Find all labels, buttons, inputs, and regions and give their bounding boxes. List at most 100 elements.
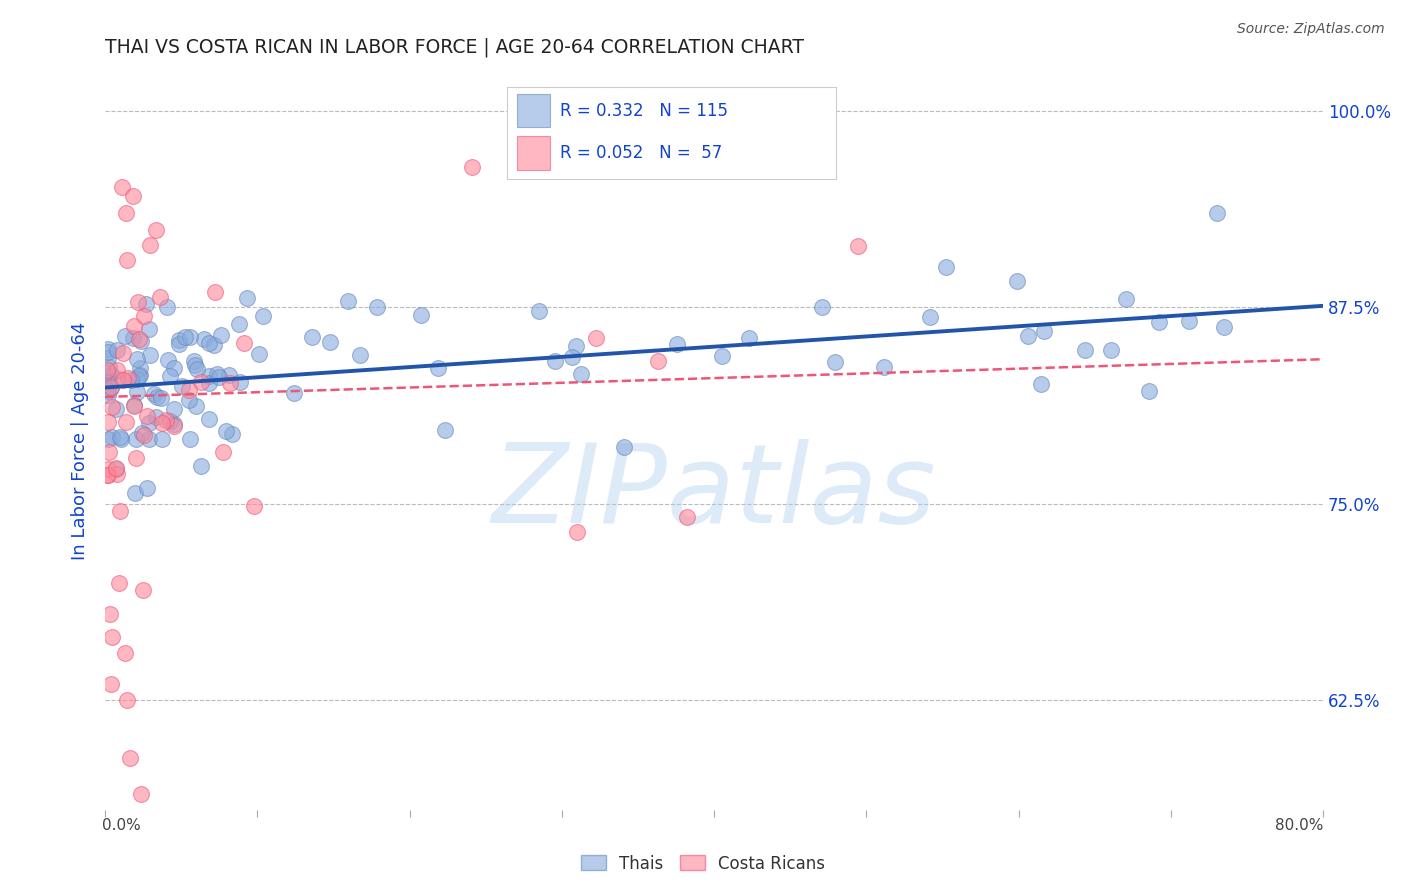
Point xyxy=(211,327,233,342)
Point xyxy=(120,373,142,387)
Point xyxy=(104,461,127,475)
Point xyxy=(433,423,456,437)
Y-axis label: In Labor Force | Age 20-64: In Labor Force | Age 20-64 xyxy=(72,322,89,560)
Point xyxy=(1033,324,1056,338)
Point xyxy=(105,467,128,482)
Point xyxy=(738,331,761,345)
Point xyxy=(179,383,201,397)
Point xyxy=(935,260,957,275)
Point xyxy=(249,347,271,361)
Point xyxy=(97,384,120,398)
Point xyxy=(824,355,846,369)
Point xyxy=(527,304,550,318)
Point xyxy=(97,375,120,389)
Point xyxy=(111,373,134,387)
Point xyxy=(98,445,121,459)
Point xyxy=(110,429,132,443)
Point xyxy=(179,432,201,446)
Point xyxy=(219,376,242,390)
Point xyxy=(409,308,432,322)
Point xyxy=(98,607,121,621)
Point xyxy=(135,409,157,423)
Point xyxy=(105,402,128,417)
Point xyxy=(97,345,120,359)
Point xyxy=(101,630,124,644)
Point xyxy=(1213,319,1236,334)
Point xyxy=(569,367,592,381)
Point xyxy=(228,317,250,331)
Point xyxy=(301,330,323,344)
Point xyxy=(1005,274,1028,288)
Point xyxy=(117,693,139,707)
Point xyxy=(97,432,120,446)
Point xyxy=(585,330,607,344)
Point xyxy=(159,413,181,427)
Point xyxy=(163,402,186,417)
Point xyxy=(1099,343,1122,357)
Point xyxy=(143,386,166,401)
Point xyxy=(183,354,205,368)
Point xyxy=(150,417,173,431)
Point xyxy=(129,368,152,382)
Point xyxy=(122,399,145,413)
Point xyxy=(132,428,155,442)
Text: ZIPatlas: ZIPatlas xyxy=(492,439,936,546)
Text: Source: ZipAtlas.com: Source: ZipAtlas.com xyxy=(1237,22,1385,37)
Point xyxy=(97,343,120,357)
Point xyxy=(665,336,688,351)
Point xyxy=(427,360,450,375)
Point xyxy=(233,336,256,351)
Point xyxy=(150,432,173,446)
Point xyxy=(1029,376,1052,391)
Point xyxy=(122,318,145,333)
Point xyxy=(131,334,153,348)
Point xyxy=(1073,343,1095,358)
Point xyxy=(131,425,153,440)
Point xyxy=(114,415,136,429)
Point xyxy=(1205,206,1227,220)
Point xyxy=(96,468,118,483)
Point xyxy=(163,361,186,376)
Point xyxy=(125,451,148,466)
Point xyxy=(157,353,180,368)
Point xyxy=(811,301,834,315)
Point xyxy=(204,285,226,300)
Point xyxy=(221,427,243,442)
Point xyxy=(544,354,567,368)
Point xyxy=(1137,384,1160,398)
Point xyxy=(111,180,134,194)
Point xyxy=(100,401,122,415)
Point xyxy=(159,369,181,384)
Point xyxy=(127,351,149,366)
Text: 0.0%: 0.0% xyxy=(103,818,141,833)
Point xyxy=(190,458,212,473)
Point xyxy=(461,160,484,174)
Point xyxy=(540,136,562,150)
Point xyxy=(613,440,636,454)
Point xyxy=(97,359,120,374)
Point xyxy=(97,415,120,429)
Point xyxy=(561,350,583,364)
Legend: Thais, Costa Ricans: Thais, Costa Ricans xyxy=(574,848,832,880)
Point xyxy=(97,388,120,402)
Point xyxy=(138,322,160,336)
Point xyxy=(1147,315,1170,329)
Point xyxy=(676,510,699,524)
Point xyxy=(108,504,131,518)
Point xyxy=(205,367,228,381)
Point xyxy=(173,330,195,344)
Point xyxy=(190,375,212,389)
Point xyxy=(97,370,120,384)
Point xyxy=(100,380,122,394)
Point xyxy=(105,363,128,377)
Point xyxy=(1115,293,1137,307)
Point xyxy=(198,368,221,383)
Point xyxy=(218,368,240,383)
Point xyxy=(211,445,233,459)
Point xyxy=(117,253,139,268)
Point xyxy=(96,363,118,377)
Point xyxy=(132,583,155,598)
Point xyxy=(565,339,588,353)
Point xyxy=(179,329,201,343)
Point xyxy=(117,371,139,385)
